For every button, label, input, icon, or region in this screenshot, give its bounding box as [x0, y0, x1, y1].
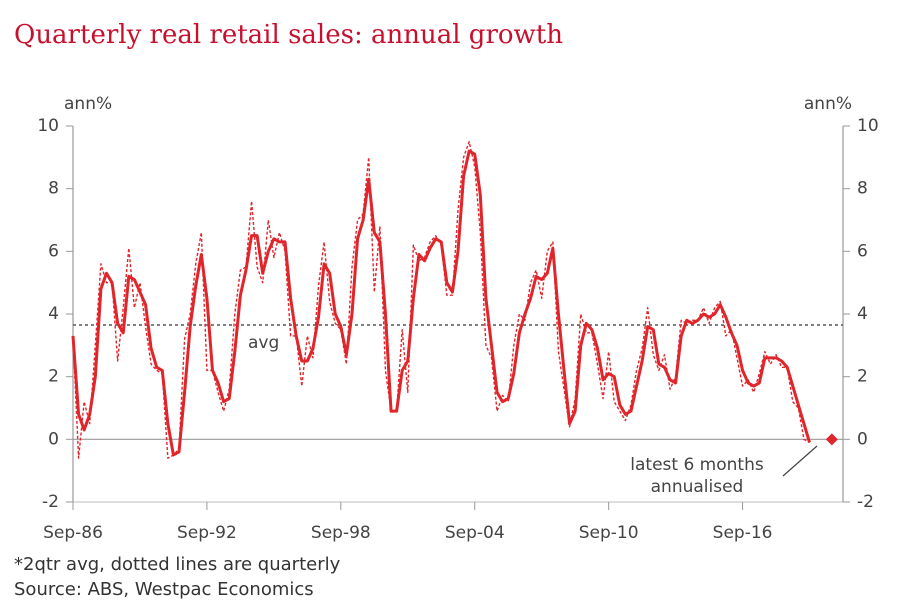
annotation: annualised	[651, 477, 744, 497]
footnote: *2qtr avg, dotted lines are quarterly	[14, 554, 341, 575]
y-tick-label: 10	[37, 116, 59, 136]
x-tick-label: Sep-86	[43, 523, 103, 543]
y-tick-label: 6	[48, 241, 59, 261]
y2-tick-label: 6	[857, 241, 868, 261]
x-tick-label: Sep-92	[177, 523, 237, 543]
x-tick-label: Sep-16	[713, 523, 773, 543]
y-tick-label: 0	[48, 429, 59, 449]
y-tick-label: 2	[48, 367, 59, 387]
chart-title: Quarterly real retail sales: annual grow…	[14, 20, 563, 50]
avg-2qtr-line	[71, 149, 811, 457]
y2-tick-label: 0	[857, 429, 868, 449]
y2-tick-label: 2	[857, 367, 868, 387]
y-axis-label: ann%	[64, 94, 112, 114]
y2-tick-label: 10	[857, 116, 879, 136]
annotation: latest 6 months	[630, 455, 764, 475]
source: Source: ABS, Westpac Economics	[14, 579, 314, 600]
y-tick-label: 4	[48, 304, 59, 324]
y2-axis-label: ann%	[804, 94, 852, 114]
y2-tick-label: 8	[857, 179, 868, 199]
annualised-marker	[825, 433, 838, 446]
x-tick-label: Sep-04	[445, 523, 505, 543]
x-tick-label: Sep-10	[579, 523, 639, 543]
annotation-leader	[782, 445, 818, 477]
y-tick-label: 8	[48, 179, 59, 199]
y-tick-label: -2	[42, 492, 59, 512]
x-tick-label: Sep-98	[311, 523, 371, 543]
y2-tick-label: 4	[857, 304, 868, 324]
avg-label: avg	[248, 333, 279, 353]
y2-tick-label: -2	[857, 492, 874, 512]
